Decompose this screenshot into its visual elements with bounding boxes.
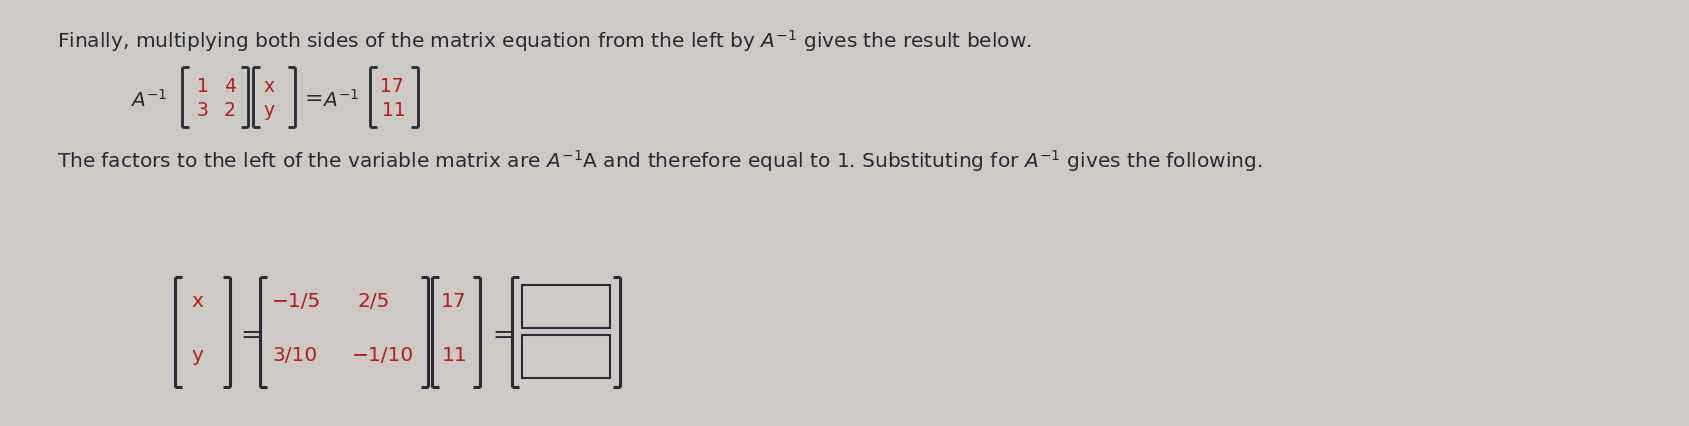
Text: −1/10: −1/10 <box>351 345 414 365</box>
Text: 1: 1 <box>198 76 209 95</box>
Text: 3/10: 3/10 <box>272 345 318 365</box>
Text: The factors to the left of the variable matrix are $A^{-1}$A and therefore equal: The factors to the left of the variable … <box>57 148 1262 173</box>
Text: =: = <box>306 89 324 109</box>
Text: y: y <box>191 345 203 365</box>
Text: 2/5: 2/5 <box>358 292 390 311</box>
Text: =: = <box>240 322 260 346</box>
Text: =: = <box>491 322 513 346</box>
Text: $A^{-1}$: $A^{-1}$ <box>323 89 360 111</box>
Text: 2: 2 <box>225 100 236 119</box>
Text: 17: 17 <box>380 76 404 95</box>
Text: x: x <box>263 76 274 95</box>
Text: 11: 11 <box>443 345 468 365</box>
Bar <box>522 285 610 328</box>
Text: y: y <box>263 100 274 119</box>
Text: 3: 3 <box>198 100 209 119</box>
Bar <box>522 335 610 378</box>
Text: 4: 4 <box>225 76 236 95</box>
Text: x: x <box>191 292 203 311</box>
Text: 17: 17 <box>441 292 466 311</box>
Text: 11: 11 <box>382 100 405 119</box>
Text: $A^{-1}$: $A^{-1}$ <box>130 89 167 111</box>
Text: −1/5: −1/5 <box>272 292 321 311</box>
Text: Finally, multiplying both sides of the matrix equation from the left by $A^{-1}$: Finally, multiplying both sides of the m… <box>57 28 1032 54</box>
